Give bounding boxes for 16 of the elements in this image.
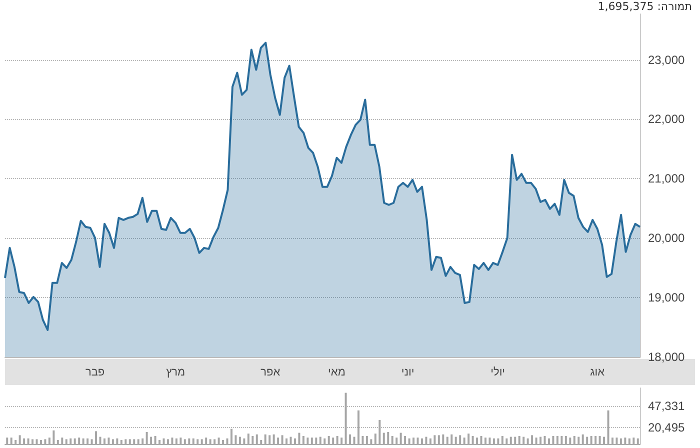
y-tick-label: 20,495 [648,420,686,435]
y-tick-label: 19,000 [648,290,686,305]
y-tick-label: 20,000 [648,231,686,246]
y-tick-label: 21,000 [648,172,686,186]
y-tick-label: 23,000 [648,52,686,67]
y-tick-label: 18,000 [648,350,686,364]
x-tick-label: מאי [328,366,346,378]
x-tick-label: פבר [85,366,105,378]
x-tick-label: אפר [260,366,280,378]
text: תמורה: 1,695,375 [598,0,692,13]
y-tick-label: 22,000 [648,112,686,126]
x-tick-label: יוני [401,366,414,378]
x-tick-label: יולי [490,366,506,378]
x-tick-label: מרץ [166,366,186,378]
x-tick-label: אוג [590,366,605,378]
y-tick-label: 47,331 [648,399,686,414]
